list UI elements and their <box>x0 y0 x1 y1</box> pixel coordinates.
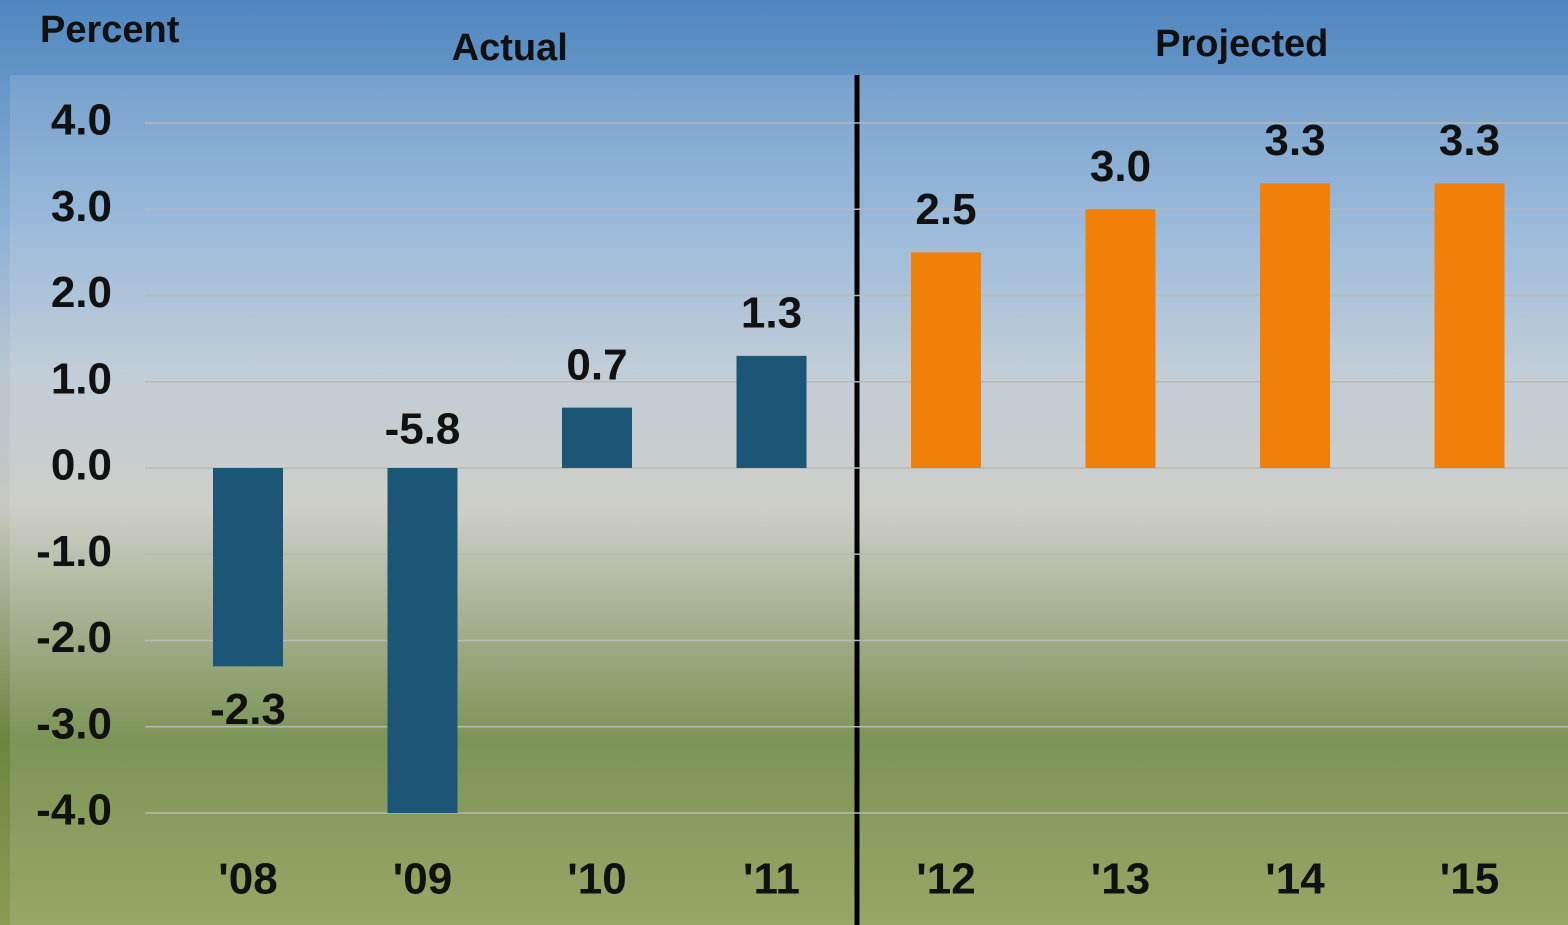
y-axis-label: Percent <box>40 9 180 51</box>
x-tick-label: '08 <box>218 855 277 904</box>
y-tick-label: 3.0 <box>51 182 112 231</box>
data-label: 3.3 <box>1439 116 1500 165</box>
data-label: 3.0 <box>1090 142 1151 191</box>
data-label: 3.3 <box>1264 116 1325 165</box>
data-label: -5.8 <box>385 405 461 454</box>
section-label: Projected <box>1155 23 1328 65</box>
y-tick-label: 0.0 <box>51 441 112 490</box>
data-label: 2.5 <box>915 185 976 234</box>
bar <box>736 355 807 468</box>
bar <box>1260 183 1330 468</box>
x-tick-label: '15 <box>1440 855 1499 904</box>
y-tick-label: -1.0 <box>36 527 112 576</box>
x-tick-label: '09 <box>393 855 452 904</box>
section-label: Actual <box>452 27 568 69</box>
bar <box>387 468 458 813</box>
x-tick-label: '10 <box>567 855 626 904</box>
x-tick-label: '11 <box>743 855 800 904</box>
plot-area <box>213 183 1505 813</box>
y-tick-label: 1.0 <box>51 354 112 403</box>
y-tick-label: 2.0 <box>51 268 112 317</box>
data-label: -2.3 <box>210 685 286 734</box>
x-tick-label: '12 <box>916 855 975 904</box>
x-tick-label: '13 <box>1091 855 1150 904</box>
y-tick-label: -4.0 <box>36 786 112 835</box>
bar <box>1085 209 1156 468</box>
bar <box>562 407 632 468</box>
y-tick-label: 4.0 <box>51 96 112 145</box>
bar <box>1434 183 1505 468</box>
bar <box>213 468 283 667</box>
y-tick-label: -3.0 <box>36 699 112 748</box>
y-tick-label: -2.0 <box>36 613 112 662</box>
bar <box>911 252 981 468</box>
data-label: 1.3 <box>741 289 802 338</box>
data-label: 0.7 <box>566 340 627 389</box>
x-tick-label: '14 <box>1265 855 1325 904</box>
